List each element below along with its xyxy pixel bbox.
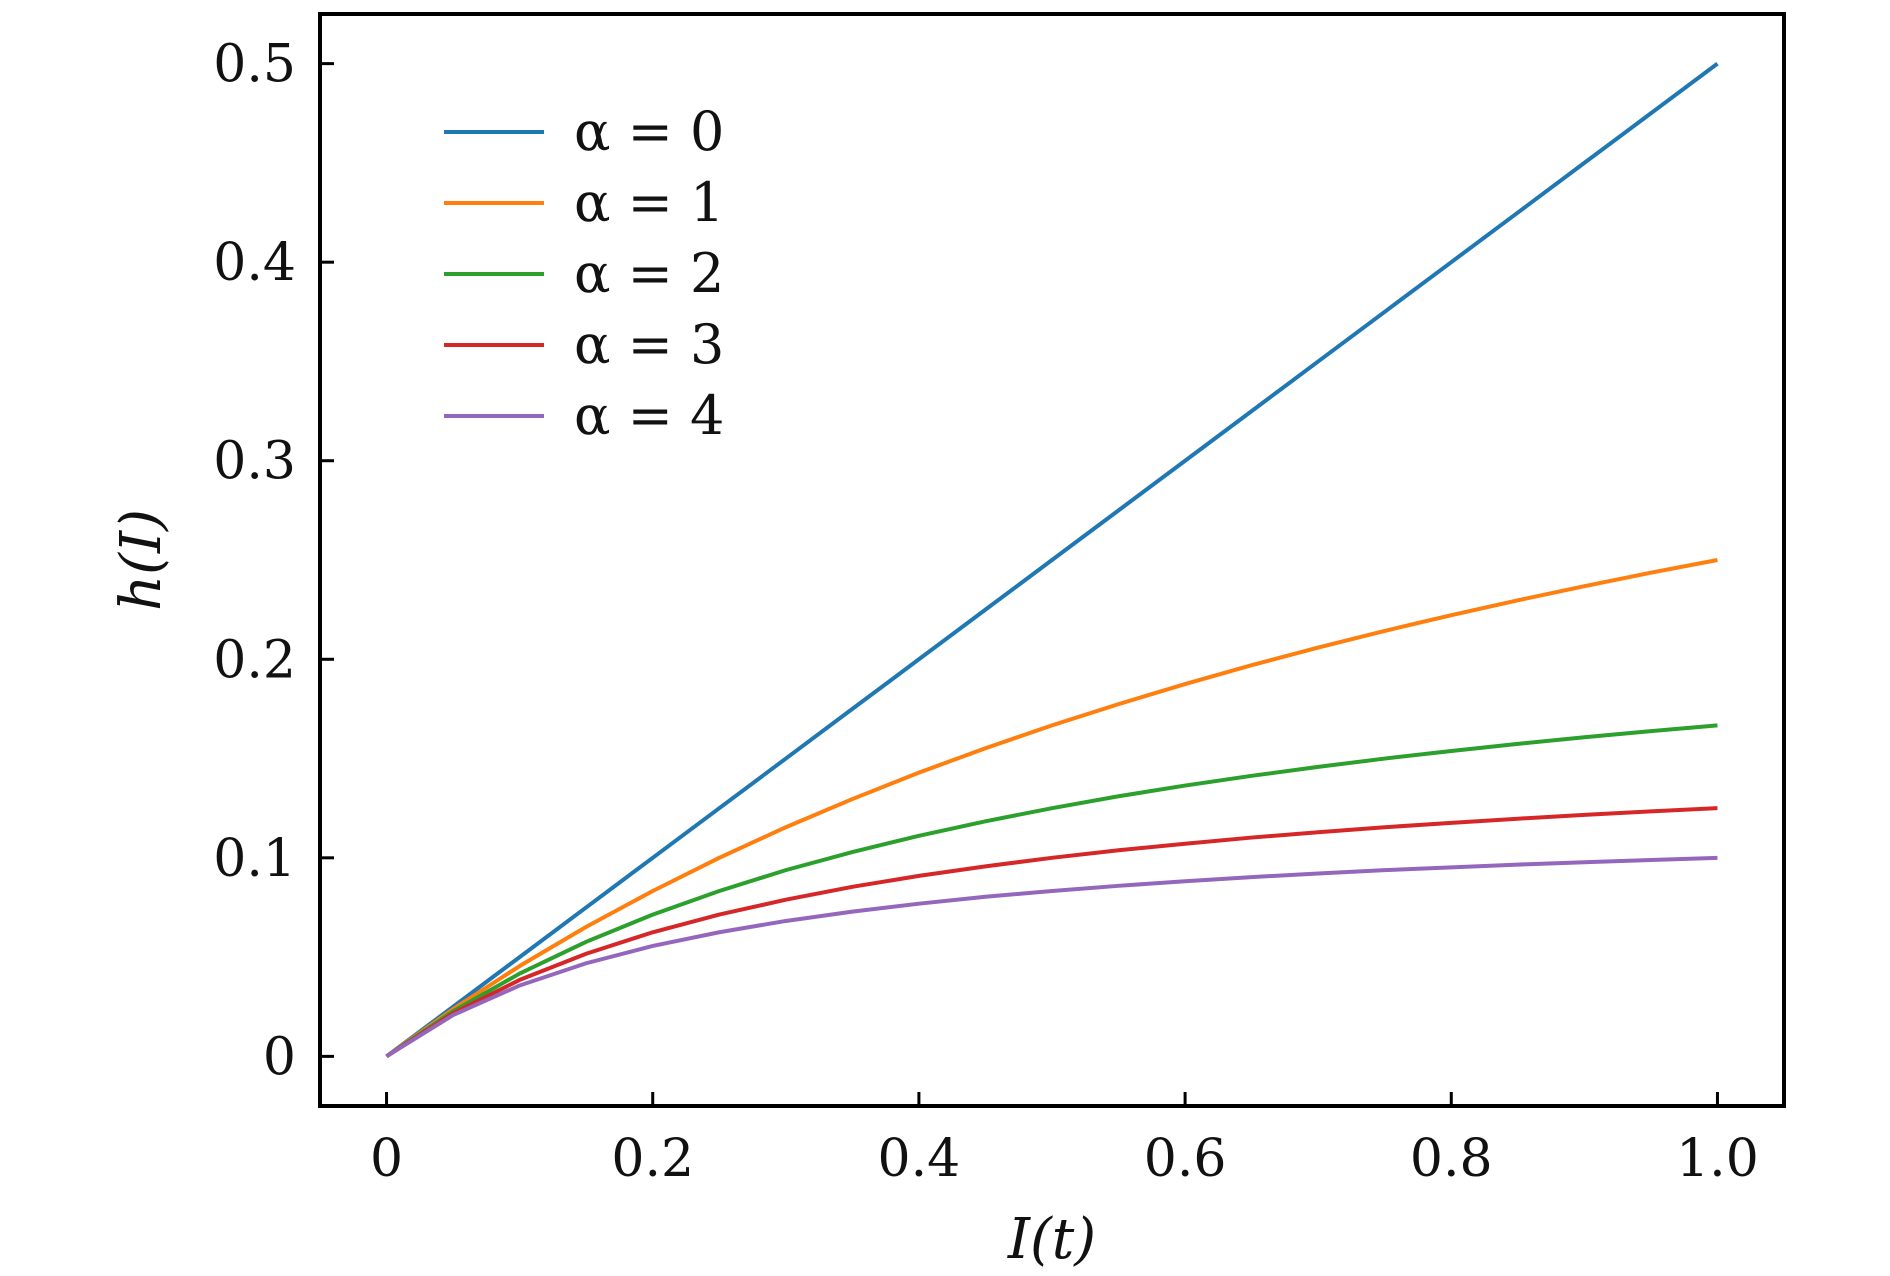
x-tick-label: 0 [370, 1129, 403, 1189]
legend: α = 0 α = 1 α = 2 α = 3 α = 4 [444, 100, 724, 447]
x-tick-label: 0.4 [878, 1129, 961, 1189]
series-line-1 [385, 558, 1718, 1058]
y-tick-label: 0.2 [213, 630, 296, 690]
plot-frame [318, 12, 1786, 1108]
x-axis-label: I(t) [1007, 1207, 1096, 1272]
y-axis: 0 0.1 0.2 0.3 0.4 0.5 [213, 35, 334, 1087]
legend-label: α = 4 [574, 384, 724, 447]
x-tick-label: 0.2 [611, 1129, 694, 1189]
legend-label: α = 3 [574, 313, 724, 376]
x-tick-label: 0.8 [1410, 1129, 1493, 1189]
y-tick-label: 0.4 [213, 233, 296, 293]
series-line-2 [385, 723, 1718, 1059]
series-line-4 [385, 855, 1718, 1059]
y-tick-label: 0.3 [213, 432, 296, 492]
x-tick-label: 0.6 [1144, 1129, 1227, 1189]
series-line-3 [385, 806, 1718, 1059]
y-tick-label: 0.1 [213, 829, 296, 889]
x-axis: 0 0.2 0.4 0.6 0.8 1.0 [370, 1092, 1759, 1189]
x-tick-label: 1.0 [1676, 1129, 1759, 1189]
series-line-0 [385, 62, 1719, 1058]
legend-label: α = 1 [574, 171, 724, 234]
legend-label: α = 0 [574, 100, 724, 163]
legend-label: α = 2 [574, 242, 724, 305]
y-tick-label: 0.5 [213, 35, 296, 95]
y-tick-label: 0 [263, 1027, 296, 1087]
y-axis-label: h(I) [109, 509, 174, 611]
series-group [385, 62, 1719, 1059]
